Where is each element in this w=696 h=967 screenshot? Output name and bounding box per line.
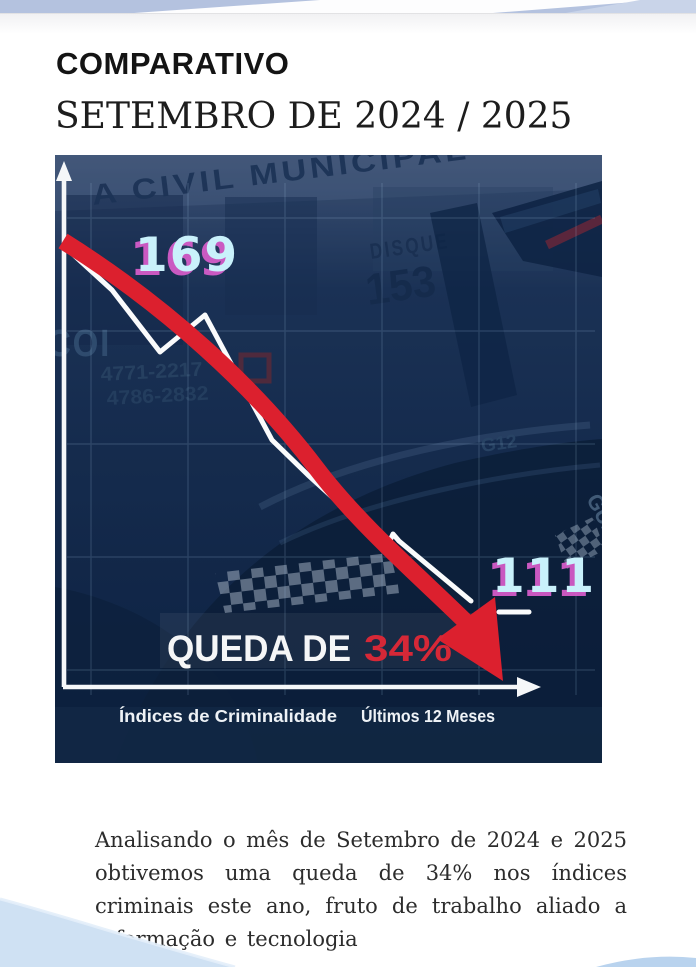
end-value-shadow: 111 [487, 553, 591, 608]
data-line [62, 244, 474, 604]
drop-value-text: 34% [364, 628, 452, 669]
comparison-chart: A CIVIL MUNICIPAL DISQUE 153 COI 4771-22… [55, 155, 602, 763]
top-band-peak [120, 0, 660, 14]
bottom-right-decoration [596, 956, 696, 967]
page-title: COMPARATIVO [56, 46, 290, 81]
photo-tint [55, 155, 602, 763]
trend-arrow-head [437, 597, 503, 681]
top-wave-decoration [0, 0, 696, 14]
hood-highlight [278, 462, 601, 546]
top-band-fade [0, 14, 696, 34]
chart-axes [56, 161, 541, 697]
top-band-right [560, 0, 696, 14]
car-front-shadow [55, 587, 258, 763]
caption-band [160, 613, 482, 668]
car-hood [115, 439, 602, 763]
x-axis-arrow [517, 677, 541, 697]
drop-label-text: QUEDA DE [167, 628, 351, 669]
x-axis-label-right: Últimos 12 Meses [361, 705, 495, 726]
car-pillar [430, 203, 517, 407]
phone-number-2: 4786-2832 [106, 383, 209, 410]
car-lightbar [500, 189, 601, 233]
disque-number-text: 153 [363, 257, 439, 315]
windshield-highlight [258, 421, 591, 511]
chart-grid [67, 183, 595, 695]
building-facade [55, 155, 602, 211]
x-axis-label-left: Índices de Criminalidade [119, 705, 337, 726]
checkered-band [215, 553, 400, 613]
analysis-text: Analisando o mês de Setembro de 2024 e 2… [95, 828, 627, 951]
bottom-left-decoration [0, 897, 236, 967]
car-code-text: G12 [480, 431, 519, 457]
y-axis-arrow [56, 161, 72, 181]
pavement [55, 707, 602, 763]
mirror-frame [238, 352, 272, 384]
end-value-label: 111 [492, 549, 596, 604]
phone-number-1: 4771-2217 [100, 359, 203, 386]
start-value-shadow: 169 [130, 232, 234, 287]
building-door [225, 197, 317, 315]
car-red-stripe [545, 214, 602, 250]
checkered-band-side [555, 517, 602, 569]
trend-arrow-shaft [58, 233, 476, 632]
page-subtitle: SETEMBRO DE 2024 / 2025 [55, 96, 573, 137]
top-band-border [0, 13, 696, 14]
start-value-label: 169 [135, 228, 239, 283]
